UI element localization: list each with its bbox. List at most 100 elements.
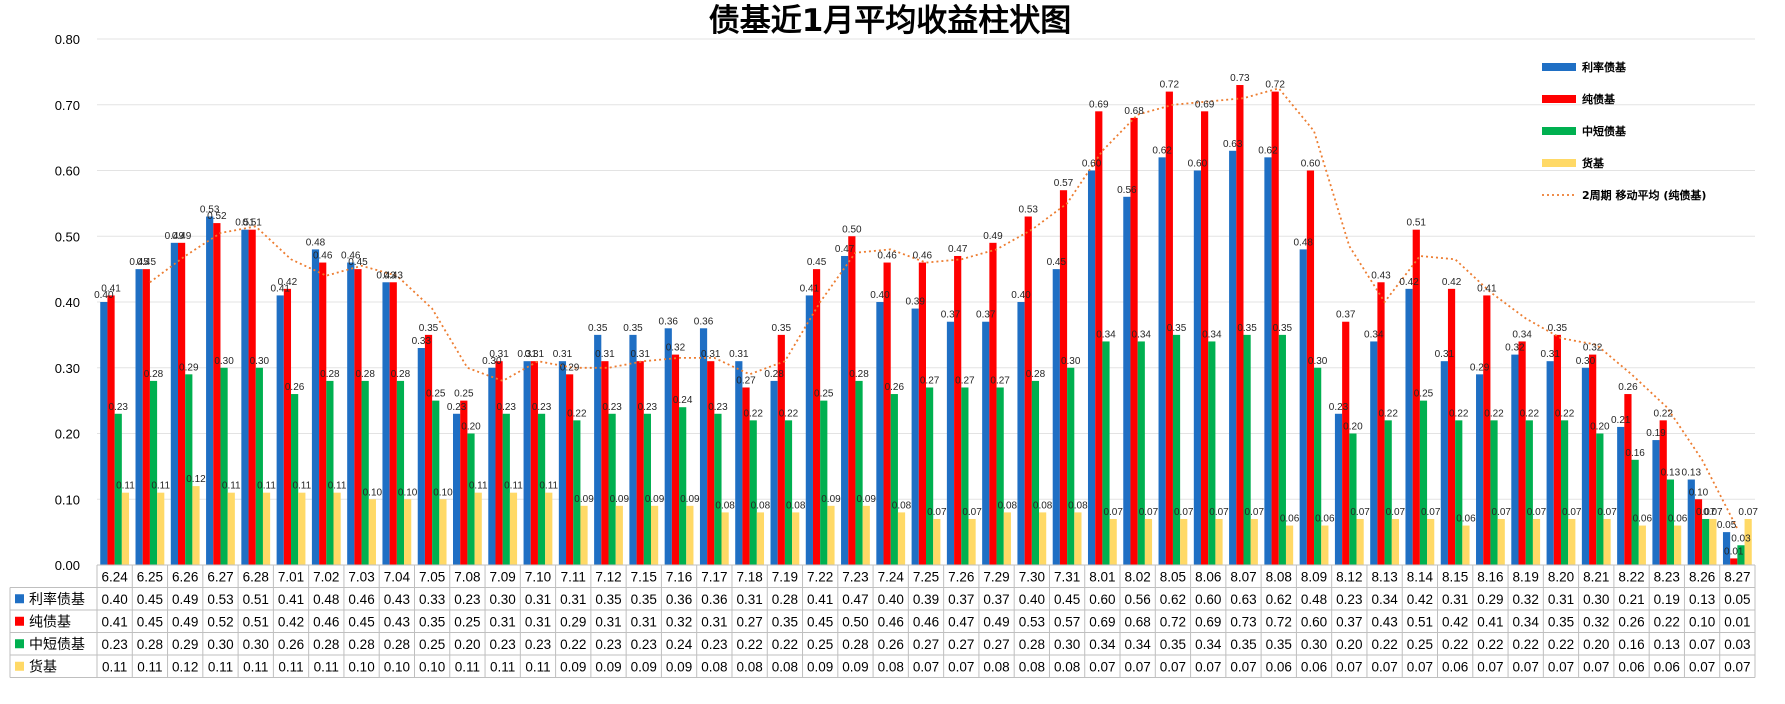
- data-label: 0.08: [892, 500, 912, 511]
- bar: [311, 249, 320, 565]
- data-label: 0.27: [955, 375, 975, 386]
- table-cell: 0.09: [560, 659, 586, 674]
- bar: [135, 269, 143, 565]
- bar: [1215, 518, 1223, 565]
- bar: [862, 505, 870, 565]
- data-label: 0.46: [313, 251, 333, 262]
- table-cell: 0.28: [348, 637, 374, 652]
- data-label: 0.32: [1583, 343, 1603, 354]
- bar: [495, 361, 503, 565]
- table-cell: 0.08: [878, 659, 904, 674]
- bar: [1525, 420, 1533, 565]
- bar: [1039, 512, 1047, 565]
- table-cell: 0.23: [490, 637, 516, 652]
- data-label: 0.20: [1343, 422, 1363, 433]
- data-label: 0.07: [1386, 507, 1406, 518]
- data-label: 0.53: [1018, 205, 1038, 216]
- table-cell: 0.39: [913, 592, 939, 607]
- bar: [1730, 558, 1738, 565]
- table-cell: 0.30: [490, 592, 516, 607]
- table-cell: 0.41: [1477, 614, 1503, 629]
- data-label: 0.35: [1273, 323, 1293, 334]
- table-cell: 0.35: [1230, 637, 1256, 652]
- table-cell: 0.07: [1160, 659, 1186, 674]
- data-label: 0.22: [1653, 408, 1673, 419]
- table-cell: 0.31: [525, 614, 551, 629]
- bar: [1560, 420, 1569, 565]
- bar: [1462, 525, 1470, 565]
- data-label: 0.32: [666, 343, 686, 354]
- bar: [686, 505, 694, 565]
- table-cell: 0.30: [1054, 637, 1080, 652]
- data-label: 0.31: [630, 349, 650, 360]
- data-label: 0.68: [1124, 106, 1144, 117]
- x-category-label: 8.02: [1125, 569, 1151, 584]
- data-label: 0.10: [363, 487, 383, 498]
- table-cell: 0.11: [455, 659, 480, 674]
- table-cell: 0.22: [1442, 637, 1468, 652]
- data-label: 0.40: [94, 290, 114, 301]
- table-cell: 0.07: [1513, 659, 1539, 674]
- table-cell: 0.10: [384, 659, 410, 674]
- data-label: 0.31: [553, 349, 573, 360]
- data-label: 0.23: [638, 402, 658, 413]
- bar: [841, 255, 849, 565]
- x-category-label: 7.01: [278, 569, 304, 584]
- table-cell: 0.27: [913, 637, 939, 652]
- data-label: 0.25: [426, 389, 446, 400]
- bar: [1638, 525, 1646, 565]
- table-cell: 0.27: [983, 637, 1009, 652]
- table-cell: 0.32: [1513, 592, 1539, 607]
- bar: [1334, 413, 1343, 565]
- x-category-label: 7.29: [983, 569, 1009, 584]
- table-cell: 0.19: [1654, 592, 1680, 607]
- data-label: 0.35: [1167, 323, 1187, 334]
- x-category-label: 6.28: [243, 569, 269, 584]
- data-label: 0.41: [270, 283, 290, 294]
- table-cell: 0.34: [1371, 592, 1398, 607]
- chart-title: 债基近1月平均收益柱状图: [709, 3, 1072, 39]
- table-cell: 0.31: [490, 614, 516, 629]
- data-label: 0.07: [1703, 507, 1723, 518]
- data-label: 0.37: [1336, 310, 1356, 321]
- bar: [291, 394, 299, 565]
- data-label: 0.31: [729, 349, 749, 360]
- bar: [1666, 479, 1675, 565]
- y-tick-label: 0.00: [55, 558, 80, 573]
- data-label: 0.28: [144, 369, 164, 380]
- table-cell: 0.60: [1301, 614, 1327, 629]
- data-label: 0.07: [1139, 507, 1159, 518]
- table-cell: 0.13: [1654, 637, 1680, 652]
- data-label: 0.49: [165, 231, 185, 242]
- legend-key: [1542, 95, 1576, 103]
- data-label: 0.43: [1371, 270, 1391, 281]
- table-cell: 0.07: [1230, 659, 1256, 674]
- table-cell: 0.22: [560, 637, 586, 652]
- bar: [1087, 170, 1096, 565]
- bar: [523, 361, 531, 565]
- bar: [354, 269, 362, 565]
- bar: [1144, 518, 1153, 565]
- table-cell: 0.25: [1407, 637, 1433, 652]
- table-cell: 0.12: [172, 659, 198, 674]
- bar: [805, 295, 813, 565]
- bar: [1497, 518, 1505, 565]
- data-label: 0.52: [207, 211, 227, 222]
- table-cell: 0.23: [595, 637, 621, 652]
- table-cell: 0.07: [1548, 659, 1574, 674]
- table-cell: 0.11: [102, 659, 127, 674]
- data-label: 0.30: [250, 356, 270, 367]
- bar: [1264, 157, 1272, 565]
- table-cell: 0.43: [1371, 614, 1397, 629]
- table-cell: 0.37: [983, 592, 1009, 607]
- bar: [820, 400, 828, 565]
- data-label: 0.37: [941, 310, 961, 321]
- data-label: 0.34: [1132, 329, 1152, 340]
- bar: [848, 236, 856, 565]
- bar: [608, 413, 616, 565]
- data-label: 0.10: [433, 487, 453, 498]
- table-cell: 0.23: [701, 637, 727, 652]
- bar: [1052, 269, 1060, 565]
- data-label: 0.10: [1689, 487, 1709, 498]
- table-cell: 0.33: [419, 592, 445, 607]
